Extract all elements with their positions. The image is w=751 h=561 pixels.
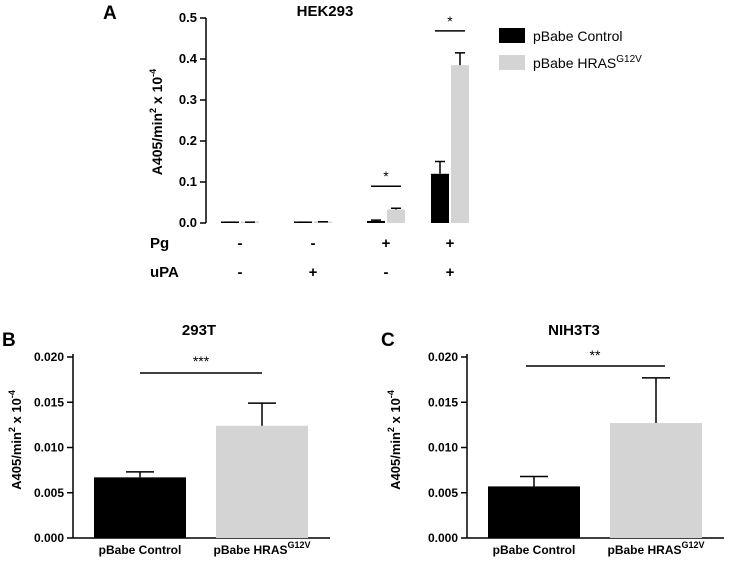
- legend-label-control: pBabe Control: [533, 28, 623, 44]
- legend-swatch-control: [499, 28, 525, 43]
- panel-c-category-control: pBabe Control: [493, 543, 576, 557]
- panel-a-condition-sign: -: [384, 264, 389, 281]
- panel-a-y-tick-label: 0.4: [179, 51, 198, 66]
- panel-c-significance-label: **: [590, 347, 601, 363]
- panel-c-bar: [488, 486, 580, 538]
- panel-b-category-control: pBabe Control: [99, 543, 182, 557]
- panel-a-condition-sign: +: [382, 235, 391, 252]
- panel-c-significance: **: [526, 347, 665, 367]
- panel-b-y-tick-label: 0.015: [34, 395, 64, 409]
- panel-b-letter: B: [2, 330, 16, 351]
- panel-a-y-tick-label: 0.1: [179, 174, 197, 189]
- panel-a-y-tick-label: 0.0: [179, 215, 197, 230]
- panel-a-significance-label: *: [447, 13, 453, 29]
- panel-a-y-tick-label: 0.5: [179, 10, 197, 25]
- panel-a-y-axis-label: A405/min2 x 10-4: [148, 69, 165, 175]
- panel-a-significance-label: *: [383, 168, 389, 184]
- panel-c-y-ticks: 0.000 0.005 0.010 0.015 0.020: [428, 350, 467, 545]
- panel-b-y-ticks: 0.000 0.005 0.010 0.015 0.020: [34, 350, 73, 545]
- panel-b-bar: [94, 477, 186, 538]
- panel-a-condition-sign: +: [309, 264, 318, 281]
- legend-swatch-hras: [499, 55, 525, 70]
- panel-a-significance: **: [371, 13, 465, 187]
- panel-b-bar: [216, 425, 308, 538]
- panel-a-condition-sign: -: [238, 264, 243, 281]
- panel-a-condition-sign: +: [446, 235, 455, 252]
- panel-c-y-tick-label: 0.005: [428, 486, 458, 500]
- panel-a-y-tick-label: 0.2: [179, 133, 197, 148]
- panel-c-letter: C: [381, 330, 395, 351]
- panel-a-condition-sign: -: [311, 235, 316, 252]
- panel-a-condition-row-label: uPA: [150, 264, 179, 281]
- panel-a-hek293: A HEK293 A405/min2 x 10-4 0.00.10.20.30.…: [103, 3, 642, 281]
- panel-a-bars: [221, 52, 469, 224]
- panel-b-title: 293T: [182, 322, 216, 339]
- panel-a-bar: [387, 209, 405, 223]
- panel-a-y-tick-label: 0.3: [179, 92, 197, 107]
- panel-a-condition-sign: +: [446, 264, 455, 281]
- panel-a-bar: [367, 220, 385, 223]
- panel-b-293t: B 293T A405/min2 x 10-4 0.0000.0050.0100…: [2, 322, 330, 557]
- panel-a-bar: [451, 65, 469, 224]
- panel-a-letter: A: [103, 3, 117, 24]
- legend-label-hras: pBabe HRASG12V: [533, 54, 642, 71]
- panel-c-y-tick-label: 0.015: [428, 395, 458, 409]
- panel-c-nih3t3: C NIH3T3 A405/min2 x 10-4 0.000 0.005 0.01…: [381, 322, 724, 557]
- panel-a-condition-sign: -: [238, 235, 243, 252]
- panel-c-y-axis-label: A405/min2 x 10-4: [386, 390, 403, 490]
- panel-c-bar: [610, 423, 702, 538]
- panel-b-significance: ***: [140, 353, 262, 374]
- panel-c-category-hras: pBabe HRASG12V: [607, 540, 704, 557]
- panel-c-title: NIH3T3: [548, 322, 600, 339]
- panel-b-y-tick-label: 0.005: [34, 486, 64, 500]
- panel-a-condition-row-label: Pg: [150, 235, 169, 252]
- panel-b-bars: [94, 402, 308, 538]
- panel-b-y-axis-label: A405/min2 x 10-4: [7, 390, 24, 490]
- panel-c-y-tick-label: 0.020: [428, 350, 458, 364]
- panel-b-category-hras: pBabe HRASG12V: [213, 540, 310, 557]
- panel-a-y-ticks: 0.0 0.1 0.2 0.3 0.4 0.5: [179, 10, 206, 230]
- panel-a-title: HEK293: [297, 3, 354, 20]
- panel-a-bar: [431, 173, 449, 223]
- panel-b-y-tick-label: 0.000: [34, 531, 64, 545]
- panel-c-bars: [488, 377, 702, 538]
- panel-b-significance-label: ***: [193, 353, 210, 369]
- panel-c-y-tick-label: 0.000: [428, 531, 458, 545]
- legend: pBabe Control pBabe HRASG12V: [499, 28, 642, 71]
- panel-c-y-tick-label: 0.010: [428, 441, 458, 455]
- panel-b-y-tick-label: 0.010: [34, 441, 64, 455]
- panel-b-y-tick-label: 0.020: [34, 350, 64, 364]
- panel-a-condition-table: Pg - - + + uPA - + - +: [150, 235, 455, 281]
